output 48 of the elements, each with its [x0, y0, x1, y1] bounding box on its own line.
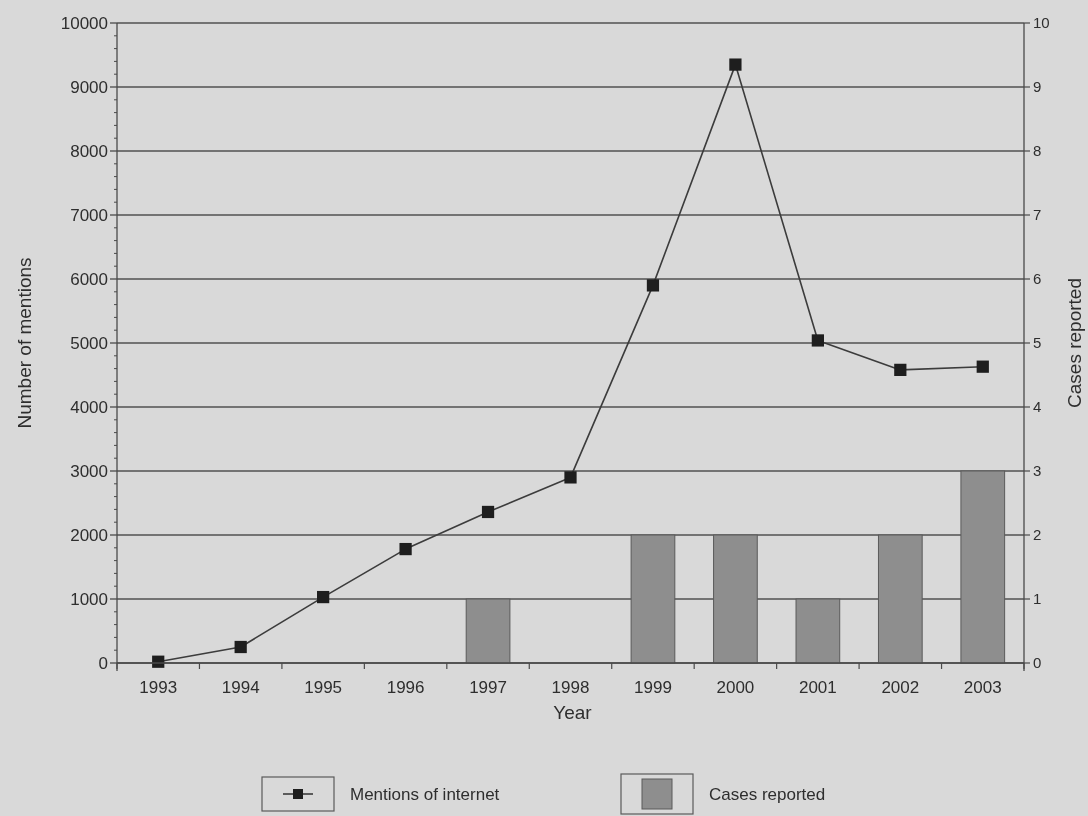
y2-tick-label: 5	[1033, 334, 1042, 352]
y2-tick-label: 10	[1033, 14, 1050, 32]
y2-tick-label: 0	[1033, 654, 1042, 672]
y2-tick-label: 4	[1033, 398, 1042, 416]
y-tick-label: 2000	[70, 525, 108, 545]
point	[646, 279, 660, 292]
y2-tick-label: 2	[1033, 526, 1042, 544]
y2-axis-title: Cases reported	[1063, 278, 1085, 408]
y2-tick-label: 6	[1033, 270, 1042, 288]
legend-label: Mentions of internet	[350, 784, 500, 804]
y-tick-label: 10000	[60, 13, 108, 33]
point	[811, 334, 824, 347]
y-tick-label: 4000	[70, 397, 108, 417]
x-tick-label: 2002	[881, 677, 920, 697]
x-tick-label: 1994	[221, 677, 260, 697]
point	[481, 505, 495, 519]
y2-tick-label: 3	[1033, 462, 1042, 480]
legend-label: Cases reported	[709, 784, 826, 804]
y-tick-label: 6000	[70, 269, 108, 289]
x-tick-label: 2000	[716, 677, 755, 697]
point	[976, 360, 989, 373]
y-tick-label: 1000	[70, 589, 108, 609]
point	[399, 542, 412, 556]
x-tick-label: 1993	[139, 677, 178, 697]
x-axis-title: Year	[553, 701, 593, 723]
x-tick-label: 1997	[469, 677, 507, 697]
y-tick-label: 5000	[70, 333, 108, 353]
x-tick-label: 1995	[304, 677, 343, 697]
y2-tick-label: 8	[1033, 142, 1042, 160]
point	[234, 640, 247, 654]
x-tick-label: 1996	[386, 677, 425, 697]
point	[317, 590, 330, 604]
x-tick-label: 2001	[798, 677, 837, 697]
x-tick-label: 1998	[551, 677, 590, 697]
y2-tick-label: 1	[1033, 590, 1042, 608]
y2-tick-label: 9	[1033, 78, 1042, 96]
y-tick-label: 7000	[70, 205, 108, 225]
y-tick-label: 8000	[70, 141, 108, 161]
point	[564, 471, 577, 484]
y-tick-label: 9000	[70, 77, 108, 97]
point	[729, 58, 742, 71]
y2-tick-label: 7	[1033, 206, 1042, 224]
x-tick-label: 2003	[963, 677, 1002, 697]
y-axis-title: Number of mentions	[13, 257, 35, 429]
x-tick-label: 1999	[634, 677, 672, 697]
point	[894, 363, 907, 376]
y-tick-label: 0	[98, 653, 108, 673]
y-tick-label: 3000	[70, 461, 108, 481]
